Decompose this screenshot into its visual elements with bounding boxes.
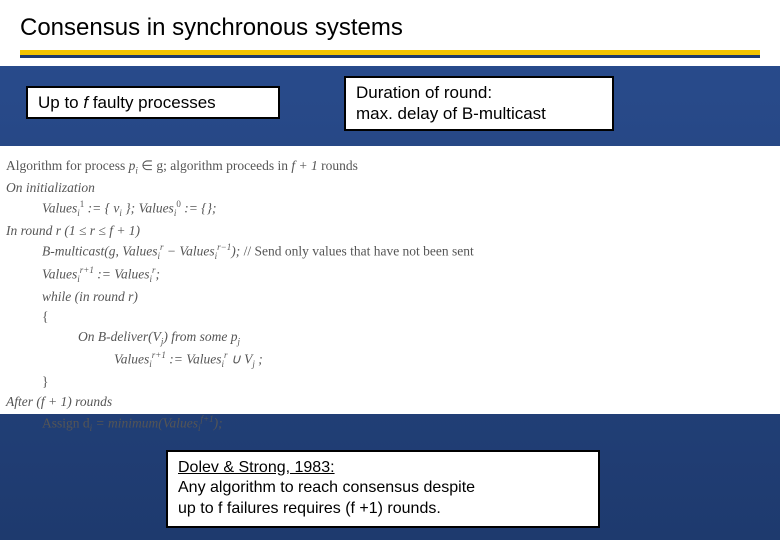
algo-line-2: On initialization [6,178,774,198]
algo-line-1: Algorithm for process pi ∈ g; algorithm … [6,156,774,178]
t: i [77,209,80,219]
t: // Send only values that have not been s… [244,244,474,259]
t: Values [139,201,174,216]
top-annotation-row: Up to f faulty processes Duration of rou… [0,76,780,136]
t: Values [42,201,77,216]
t: ; [155,267,160,282]
box-dolev-strong: Dolev & Strong, 1983: Any algorithm to r… [166,450,600,528]
algo-line-12: After (f + 1) rounds [6,392,774,412]
box-left-post: faulty processes [88,93,216,112]
t: f+1 [201,414,214,424]
t: }; [122,201,139,216]
t: − Values [164,244,215,259]
t: B-multicast(g, Values [42,244,157,259]
algo-line-3: Valuesi1 := { vi }; Valuesi0 := {}; [6,198,774,221]
algo-line-11: } [6,372,774,392]
t: = minimum(Values [92,415,198,430]
ref-citation: Dolev & Strong, 1983: [178,459,335,476]
algo-line-6: Valuesir+1 := Valuesir; [6,264,774,287]
t: := Values [94,267,150,282]
t: r+1 [80,265,94,275]
ref-line3: up to f failures requires (f +1) rounds. [178,499,588,520]
t: i [174,209,177,219]
t: i [221,360,224,370]
t: ∈ g; algorithm proceeds in [138,158,291,173]
t: i [198,423,201,433]
t: i [149,274,152,284]
t: Values [114,352,149,367]
box-right-line2: max. delay of B-multicast [356,103,602,124]
title-area: Consensus in synchronous systems [0,0,780,66]
algorithm-panel: Algorithm for process pi ∈ g; algorithm … [0,146,780,414]
t: ); [214,415,223,430]
t: f + 1 [291,158,317,173]
algo-line-4: In round r (1 ≤ r ≤ f + 1) [6,221,774,241]
box-left-pre: Up to [38,93,83,112]
ref-line2: Any algorithm to reach consensus despite [178,478,588,499]
algo-line-5: B-multicast(g, Valuesir − Valuesir−1); /… [6,241,774,264]
t: j [237,337,240,347]
t: ∪ V [227,352,252,367]
t: ) from some [163,329,230,344]
t: := Values [166,352,222,367]
algo-line-13: Assign di = minimum(Valuesif+1); [6,413,774,436]
t: On B-deliver(V [78,329,161,344]
algo-line-7: while (in round r) [6,287,774,307]
t: := {}; [181,201,217,216]
t: ; [255,352,263,367]
algo-line-10: Valuesir+1 := Valuesir ∪ Vj ; [6,349,774,372]
t: i [157,252,160,262]
t: rounds [318,158,358,173]
t: Assign d [42,415,90,430]
t: r+1 [152,350,166,360]
box-right-line1: Duration of round: [356,82,602,103]
t: i [77,274,80,284]
t: Values [42,267,77,282]
box-round-duration: Duration of round: max. delay of B-multi… [344,76,614,131]
slide-title: Consensus in synchronous systems [20,14,760,42]
title-rule-blue [20,55,760,58]
t: ); [231,244,243,259]
box-faulty-processes: Up to f faulty processes [26,86,280,119]
t: i [149,360,152,370]
algo-line-8: { [6,307,774,327]
t: r−1 [217,242,231,252]
algo-line-9: On B-deliver(Vj) from some pj [6,327,774,349]
t: i [215,252,218,262]
t: Algorithm for process [6,158,129,173]
t: := { v [84,201,119,216]
